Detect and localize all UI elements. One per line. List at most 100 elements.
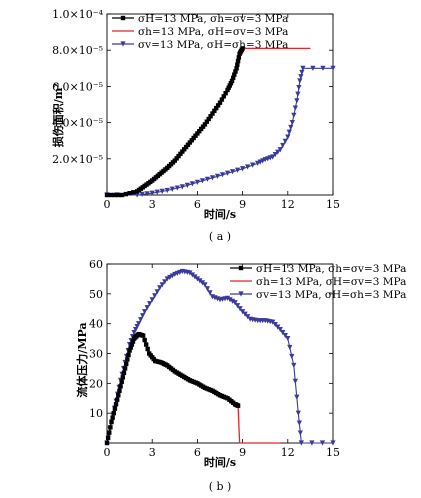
data-point-triangle [285, 134, 291, 140]
data-point-triangle [179, 184, 185, 190]
data-point-square [140, 333, 146, 338]
data-point-square [127, 190, 132, 196]
data-point-triangle [285, 335, 291, 342]
data-point-square [174, 156, 179, 161]
y-tick-label: 8.0×10⁻⁵ [52, 44, 103, 57]
data-point-square [114, 397, 120, 402]
series-0 [104, 331, 241, 446]
data-point-triangle [174, 185, 180, 191]
data-point-square [112, 192, 117, 198]
data-point-triangle [142, 309, 148, 315]
figure-caption: ( b ) [209, 480, 232, 493]
data-point-square [235, 58, 241, 64]
data-point-triangle [136, 321, 142, 327]
data-point-triangle [189, 272, 195, 278]
data-point-triangle [282, 333, 288, 339]
data-point-triangle [164, 276, 170, 282]
data-point-triangle [295, 410, 301, 416]
data-point-square [125, 357, 130, 362]
data-point-square [234, 66, 239, 71]
data-point-triangle [240, 166, 246, 172]
x-tick-label: 3 [149, 446, 156, 459]
data-point-square [200, 124, 206, 129]
series-line-0 [106, 333, 239, 444]
data-point-triangle [300, 65, 306, 71]
data-point-triangle [194, 179, 200, 185]
data-point-triangle [229, 298, 236, 304]
data-point-square [119, 379, 124, 385]
data-point-square [118, 384, 123, 389]
data-point-triangle [245, 164, 251, 170]
data-point-square [129, 342, 135, 347]
legend-label: σv=13 MPa, σH=σh=3 MPa [256, 289, 406, 301]
data-point-triangle [199, 280, 206, 286]
data-point-square [238, 265, 244, 271]
legend-label: σh=13 MPa, σH=σv=3 MPa [256, 276, 406, 288]
data-point-square [235, 62, 240, 67]
legend-label: σv=13 MPa, σH=σh=3 MPa [138, 39, 288, 51]
data-point-triangle [147, 301, 153, 307]
data-point-triangle [157, 285, 163, 291]
data-point-square [172, 158, 177, 163]
data-point-triangle [289, 120, 295, 126]
data-point-triangle [184, 182, 190, 188]
data-point-triangle [227, 297, 233, 303]
y-tick-label: 10 [89, 407, 103, 420]
data-point-square [116, 192, 121, 198]
data-point-triangle [164, 187, 170, 194]
data-point-triangle [298, 74, 304, 80]
data-point-triangle [319, 440, 326, 446]
data-point-triangle [149, 190, 155, 196]
data-point-square [210, 111, 215, 116]
data-point-square [108, 425, 113, 430]
data-point-square [178, 151, 183, 157]
data-point-square [197, 128, 202, 134]
data-point-triangle [277, 147, 283, 153]
data-point-triangle [330, 440, 336, 446]
data-point-triangle [138, 317, 144, 323]
data-point-square [223, 90, 228, 96]
x-tick-label: 9 [239, 446, 246, 459]
y-tick-label: 30 [89, 348, 103, 361]
data-point-triangle [224, 295, 231, 301]
data-point-triangle [272, 151, 278, 158]
data-point-triangle [292, 378, 298, 384]
series-1 [106, 333, 281, 444]
data-point-square [195, 131, 200, 136]
data-point-square [230, 75, 236, 81]
legend-label: σH=13 MPa, σh=σv=3 MPa [256, 263, 406, 275]
y-axis-label: 损伤面积/m² [51, 83, 65, 148]
data-point-triangle [169, 273, 175, 279]
y-tick-label: 1.0×10⁻⁴ [52, 8, 104, 21]
data-point-square [107, 430, 112, 435]
data-point-square [117, 388, 122, 393]
data-point-triangle [320, 65, 326, 71]
data-point-triangle [154, 189, 160, 195]
x-tick-label: 0 [104, 446, 111, 459]
plot-frame [106, 13, 334, 196]
data-point-square [123, 191, 129, 197]
data-point-square [229, 78, 235, 84]
x-tick-label: 0 [104, 198, 111, 211]
data-point-triangle [286, 129, 292, 135]
data-point-triangle [234, 167, 241, 173]
data-point-square [176, 153, 181, 159]
data-point-square [225, 87, 230, 93]
data-point-square [120, 375, 126, 380]
data-point-square [226, 85, 231, 90]
data-point-square [208, 114, 213, 119]
data-point-triangle [270, 154, 276, 160]
data-point-triangle [287, 344, 293, 351]
data-point-square [183, 144, 189, 150]
data-point-square [217, 100, 223, 105]
data-point-square [233, 69, 238, 74]
data-point-square [112, 406, 118, 411]
data-point-triangle [330, 65, 336, 71]
data-point-square [180, 149, 185, 154]
series-line-1 [106, 333, 281, 444]
data-point-square [116, 393, 121, 398]
data-point-triangle [219, 172, 226, 178]
data-point-triangle [152, 293, 158, 299]
figure-caption: ( a ) [209, 230, 231, 243]
data-point-triangle [297, 430, 303, 436]
